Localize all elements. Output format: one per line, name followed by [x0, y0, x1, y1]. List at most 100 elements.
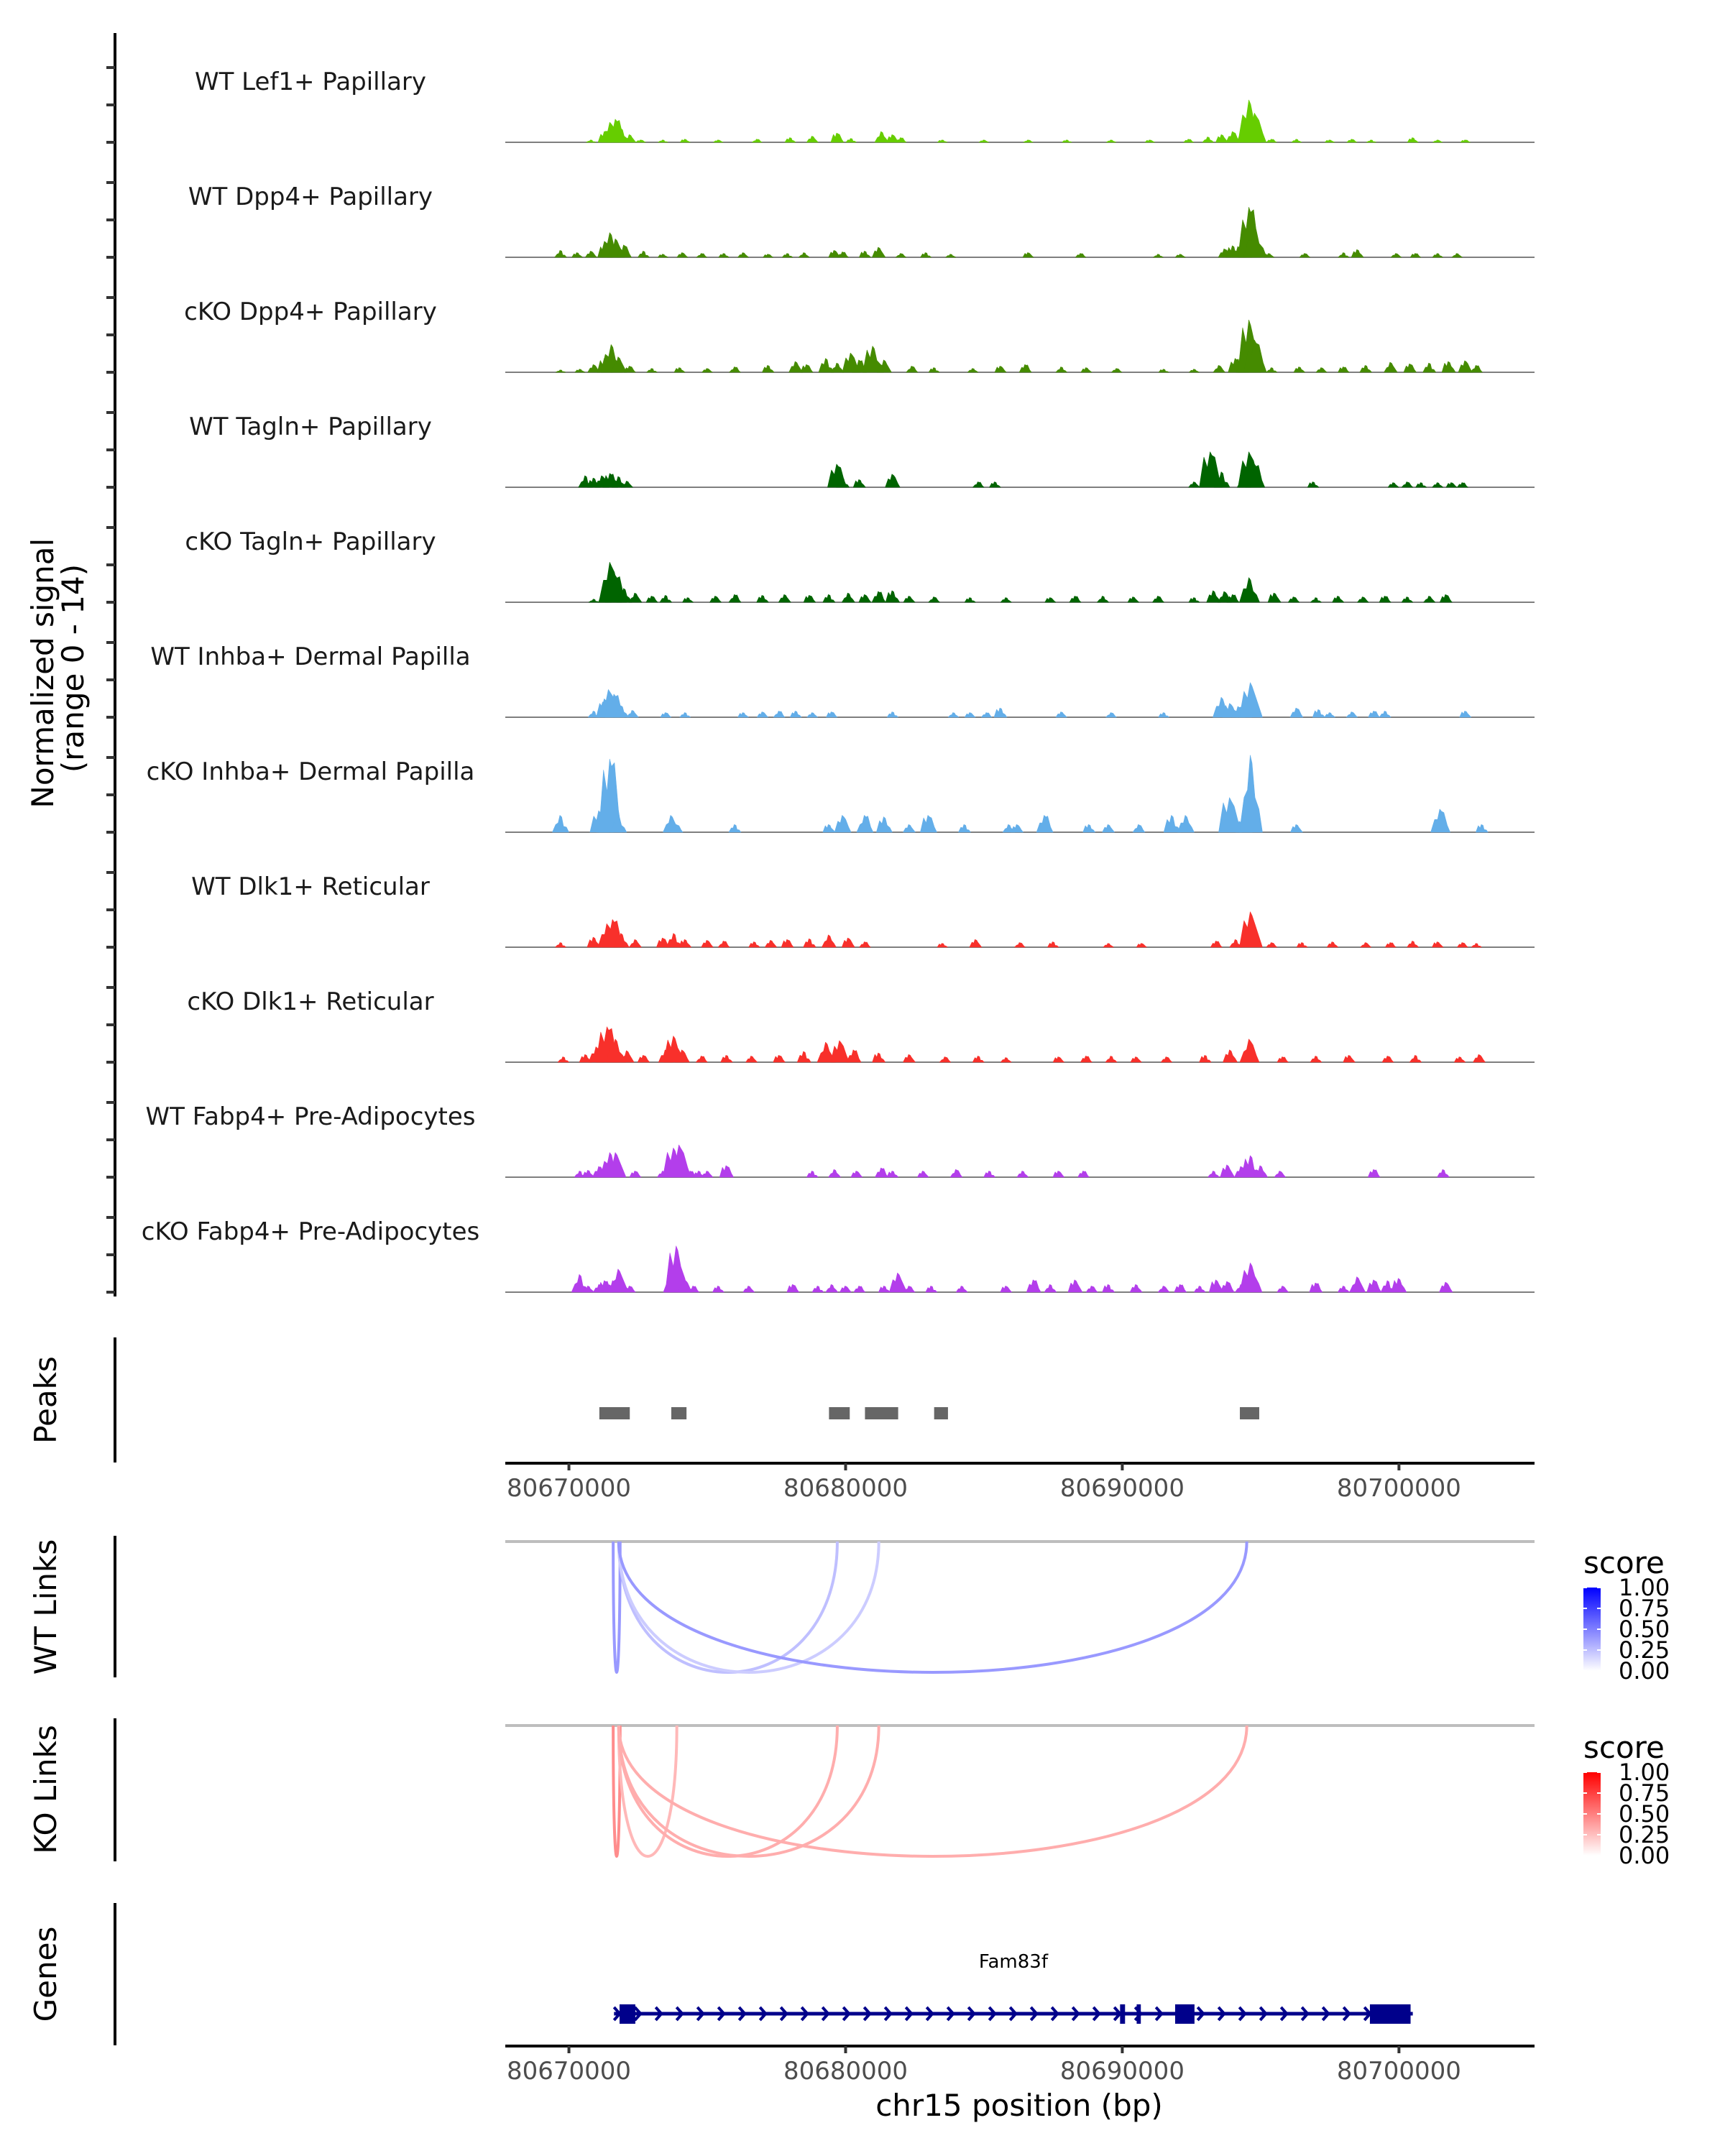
strand-arrow-icon [1113, 2006, 1122, 2022]
strand-arrow-icon [904, 2006, 914, 2022]
coverage-peak [1239, 1038, 1260, 1063]
coverage-peak [885, 590, 900, 603]
coverage-peak [748, 941, 760, 948]
x-axis-title: chr15 position (bp) [875, 2088, 1163, 2123]
coverage-peak [1105, 1056, 1118, 1063]
coverage-peak [1014, 942, 1026, 948]
coverage-peak [859, 941, 871, 948]
coverage-peak [1432, 482, 1444, 488]
coverage-peak [1360, 942, 1371, 948]
track-label: cKO Dlk1+ Reticular [187, 987, 433, 1016]
coverage-peak [1432, 253, 1443, 258]
coverage-peak [949, 1169, 963, 1178]
coverage-peak [1407, 137, 1419, 143]
coverage-peak [1144, 139, 1155, 143]
coverage-peak [781, 939, 794, 948]
coverage-peak [842, 937, 855, 948]
strand-arrow-icon [1321, 2006, 1330, 2022]
coverage-peak [717, 941, 730, 948]
coverage-peak [903, 824, 916, 833]
coverage-peak [557, 1056, 569, 1063]
coverage-peak [786, 1284, 800, 1293]
coverage-peak [555, 369, 566, 373]
coverage-peak [638, 251, 650, 258]
coverage-peak [621, 481, 633, 488]
x-axis-tick-label: 80670000 [507, 2057, 631, 2086]
coverage-peak [876, 816, 893, 833]
coverage-peak [1476, 824, 1489, 833]
coverage-peak [1102, 1284, 1115, 1293]
coverage-peak [1177, 815, 1195, 833]
legend-title: score [1583, 1545, 1665, 1580]
coverage-peak [803, 938, 816, 948]
coverage-peak [1055, 711, 1067, 718]
coverage-peak [1208, 1171, 1220, 1178]
strand-arrow-icon [988, 2006, 997, 2022]
strand-arrow-icon [1279, 2006, 1289, 2022]
coverage-peak [826, 711, 838, 718]
track-label: WT Lef1+ Papillary [195, 68, 426, 96]
coverage-track-wt-fabp4-pre-adipocytes: WT Fabp4+ Pre-Adipocytes [146, 1102, 1535, 1178]
coverage-peak [1158, 369, 1169, 373]
coverage-peak [1307, 482, 1320, 488]
coverage-peak [1022, 252, 1034, 258]
peak-region [1240, 1407, 1259, 1419]
coverage-peak [1044, 1284, 1057, 1293]
coverage-peak [1202, 137, 1214, 143]
coverage-peak [1457, 482, 1468, 488]
coverage-peak [1044, 597, 1057, 603]
coverage-peak [762, 365, 775, 373]
coverage-peak [1332, 596, 1344, 603]
coverage-peak [1357, 596, 1369, 603]
coverage-peak [623, 134, 637, 143]
legend-label: 0.75 [1619, 1595, 1670, 1622]
coverage-peak [605, 1152, 627, 1178]
coverage-peak [752, 139, 763, 143]
coverage-track-cko-dpp4-papillary: cKO Dpp4+ Papillary [184, 298, 1535, 373]
coverage-peak [830, 132, 845, 143]
coverage-peak [1266, 942, 1278, 948]
coverage-y-axis-title: Normalized signal (range 0 - 14) [25, 528, 91, 808]
coverage-peak [858, 594, 872, 603]
coverage-peak [1239, 682, 1263, 718]
coverage-peak [645, 596, 658, 603]
coverage-track-wt-dlk1-reticular: WT Dlk1+ Reticular [191, 872, 1535, 948]
coverage-peak [742, 1286, 755, 1293]
coverage-peak [928, 596, 940, 603]
coverage-peak [1245, 464, 1265, 488]
strand-arrow-icon [737, 2006, 747, 2022]
coverage-peak [610, 816, 627, 833]
coverage-peak [628, 592, 643, 603]
coverage-peak [1458, 360, 1473, 373]
peak-region [934, 1407, 948, 1419]
coverage-peak [837, 252, 849, 258]
coverage-peak [1346, 711, 1358, 718]
legend-label: 0.25 [1619, 1636, 1670, 1664]
coverage-peak [796, 1051, 811, 1063]
coverage-peak [834, 815, 852, 833]
coverage-peak [784, 137, 796, 143]
strand-arrow-icon [1154, 2006, 1164, 2022]
coverage-peak [872, 247, 886, 258]
coverage-peak [886, 1171, 899, 1178]
coverage-peak [737, 252, 749, 258]
coverage-peak [1174, 1284, 1187, 1293]
coverage-peak [1349, 1276, 1366, 1293]
coverage-peak [1082, 824, 1096, 833]
coverage-peak [676, 252, 689, 258]
coverage-peak [1266, 139, 1277, 143]
coverage-peak [1129, 1284, 1143, 1293]
coverage-peak [1199, 1055, 1212, 1063]
coverage-peak [1366, 1279, 1382, 1293]
coverage-peak [937, 139, 948, 143]
peak-region [671, 1407, 687, 1419]
genes-track: Fam83f [612, 1951, 1413, 2024]
coverage-peak [822, 594, 836, 603]
coverage-peak [581, 1170, 595, 1178]
coverage-peak [1324, 712, 1335, 718]
coverage-peak [967, 368, 979, 373]
coverage-peak [1018, 364, 1032, 373]
coverage-peak [1223, 1049, 1238, 1063]
coverage-peak [1293, 367, 1305, 373]
coverage-peak [1189, 369, 1200, 373]
